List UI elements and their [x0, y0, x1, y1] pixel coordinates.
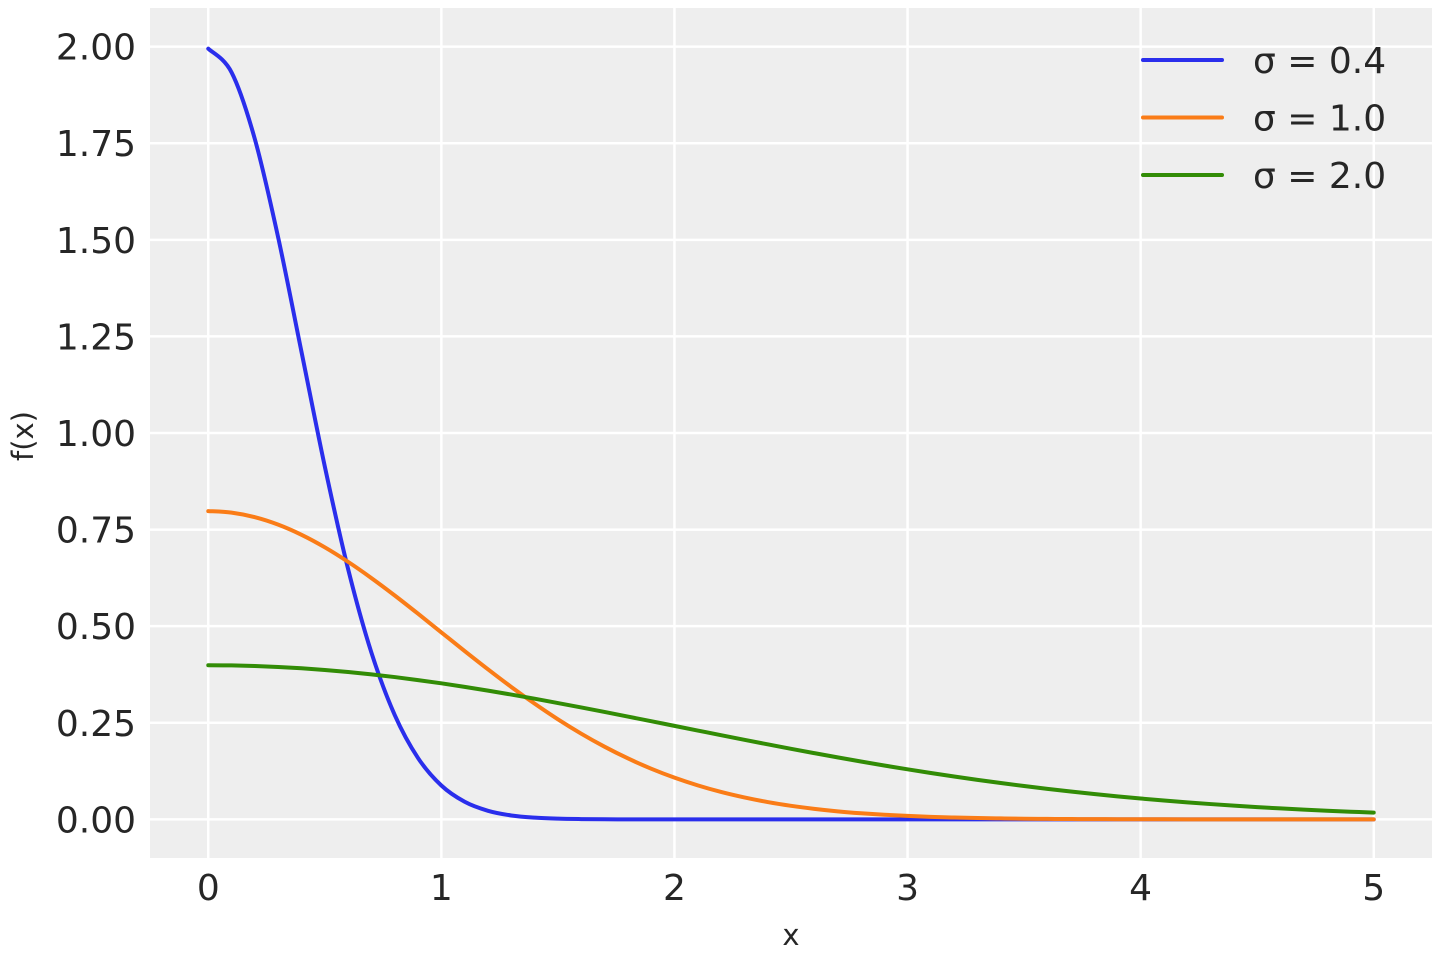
- series-line-2: [206, 663, 1376, 815]
- y-tick-label: 0.25: [56, 704, 136, 745]
- series-line-1: [206, 509, 1376, 822]
- legend-label: σ = 0.4: [1253, 41, 1386, 82]
- y-tick-label: 0.00: [56, 800, 136, 841]
- x-tick-label: 4: [1129, 868, 1152, 909]
- y-axis-label: f(x): [6, 411, 40, 461]
- x-tick-label: 1: [430, 868, 453, 909]
- y-tick-label: 1.25: [56, 317, 136, 358]
- series-lines: [206, 46, 1376, 822]
- y-tick-labels: 0.00 0.25 0.50 0.75 1.00 1.25 1.50 1.75 2.00: [56, 28, 136, 842]
- y-tick-label: 1.75: [56, 124, 136, 165]
- x-tick-labels: 0 1 2 3 4 5: [197, 868, 1385, 909]
- legend-label: σ = 2.0: [1253, 156, 1386, 197]
- x-tick-label: 2: [663, 868, 686, 909]
- x-tick-label: 3: [896, 868, 919, 909]
- y-tick-label: 2.00: [56, 28, 136, 69]
- legend: σ = 0.4 σ = 1.0 σ = 2.0: [1141, 41, 1386, 197]
- y-tick-label: 0.75: [56, 511, 136, 552]
- y-tick-label: 1.00: [56, 414, 136, 455]
- x-tick-label: 5: [1362, 868, 1385, 909]
- y-tick-label: 0.50: [56, 607, 136, 648]
- y-tick-label: 1.50: [56, 221, 136, 262]
- x-tick-label: 0: [197, 868, 220, 909]
- legend-label: σ = 1.0: [1253, 99, 1386, 140]
- x-axis-label: x: [782, 918, 799, 952]
